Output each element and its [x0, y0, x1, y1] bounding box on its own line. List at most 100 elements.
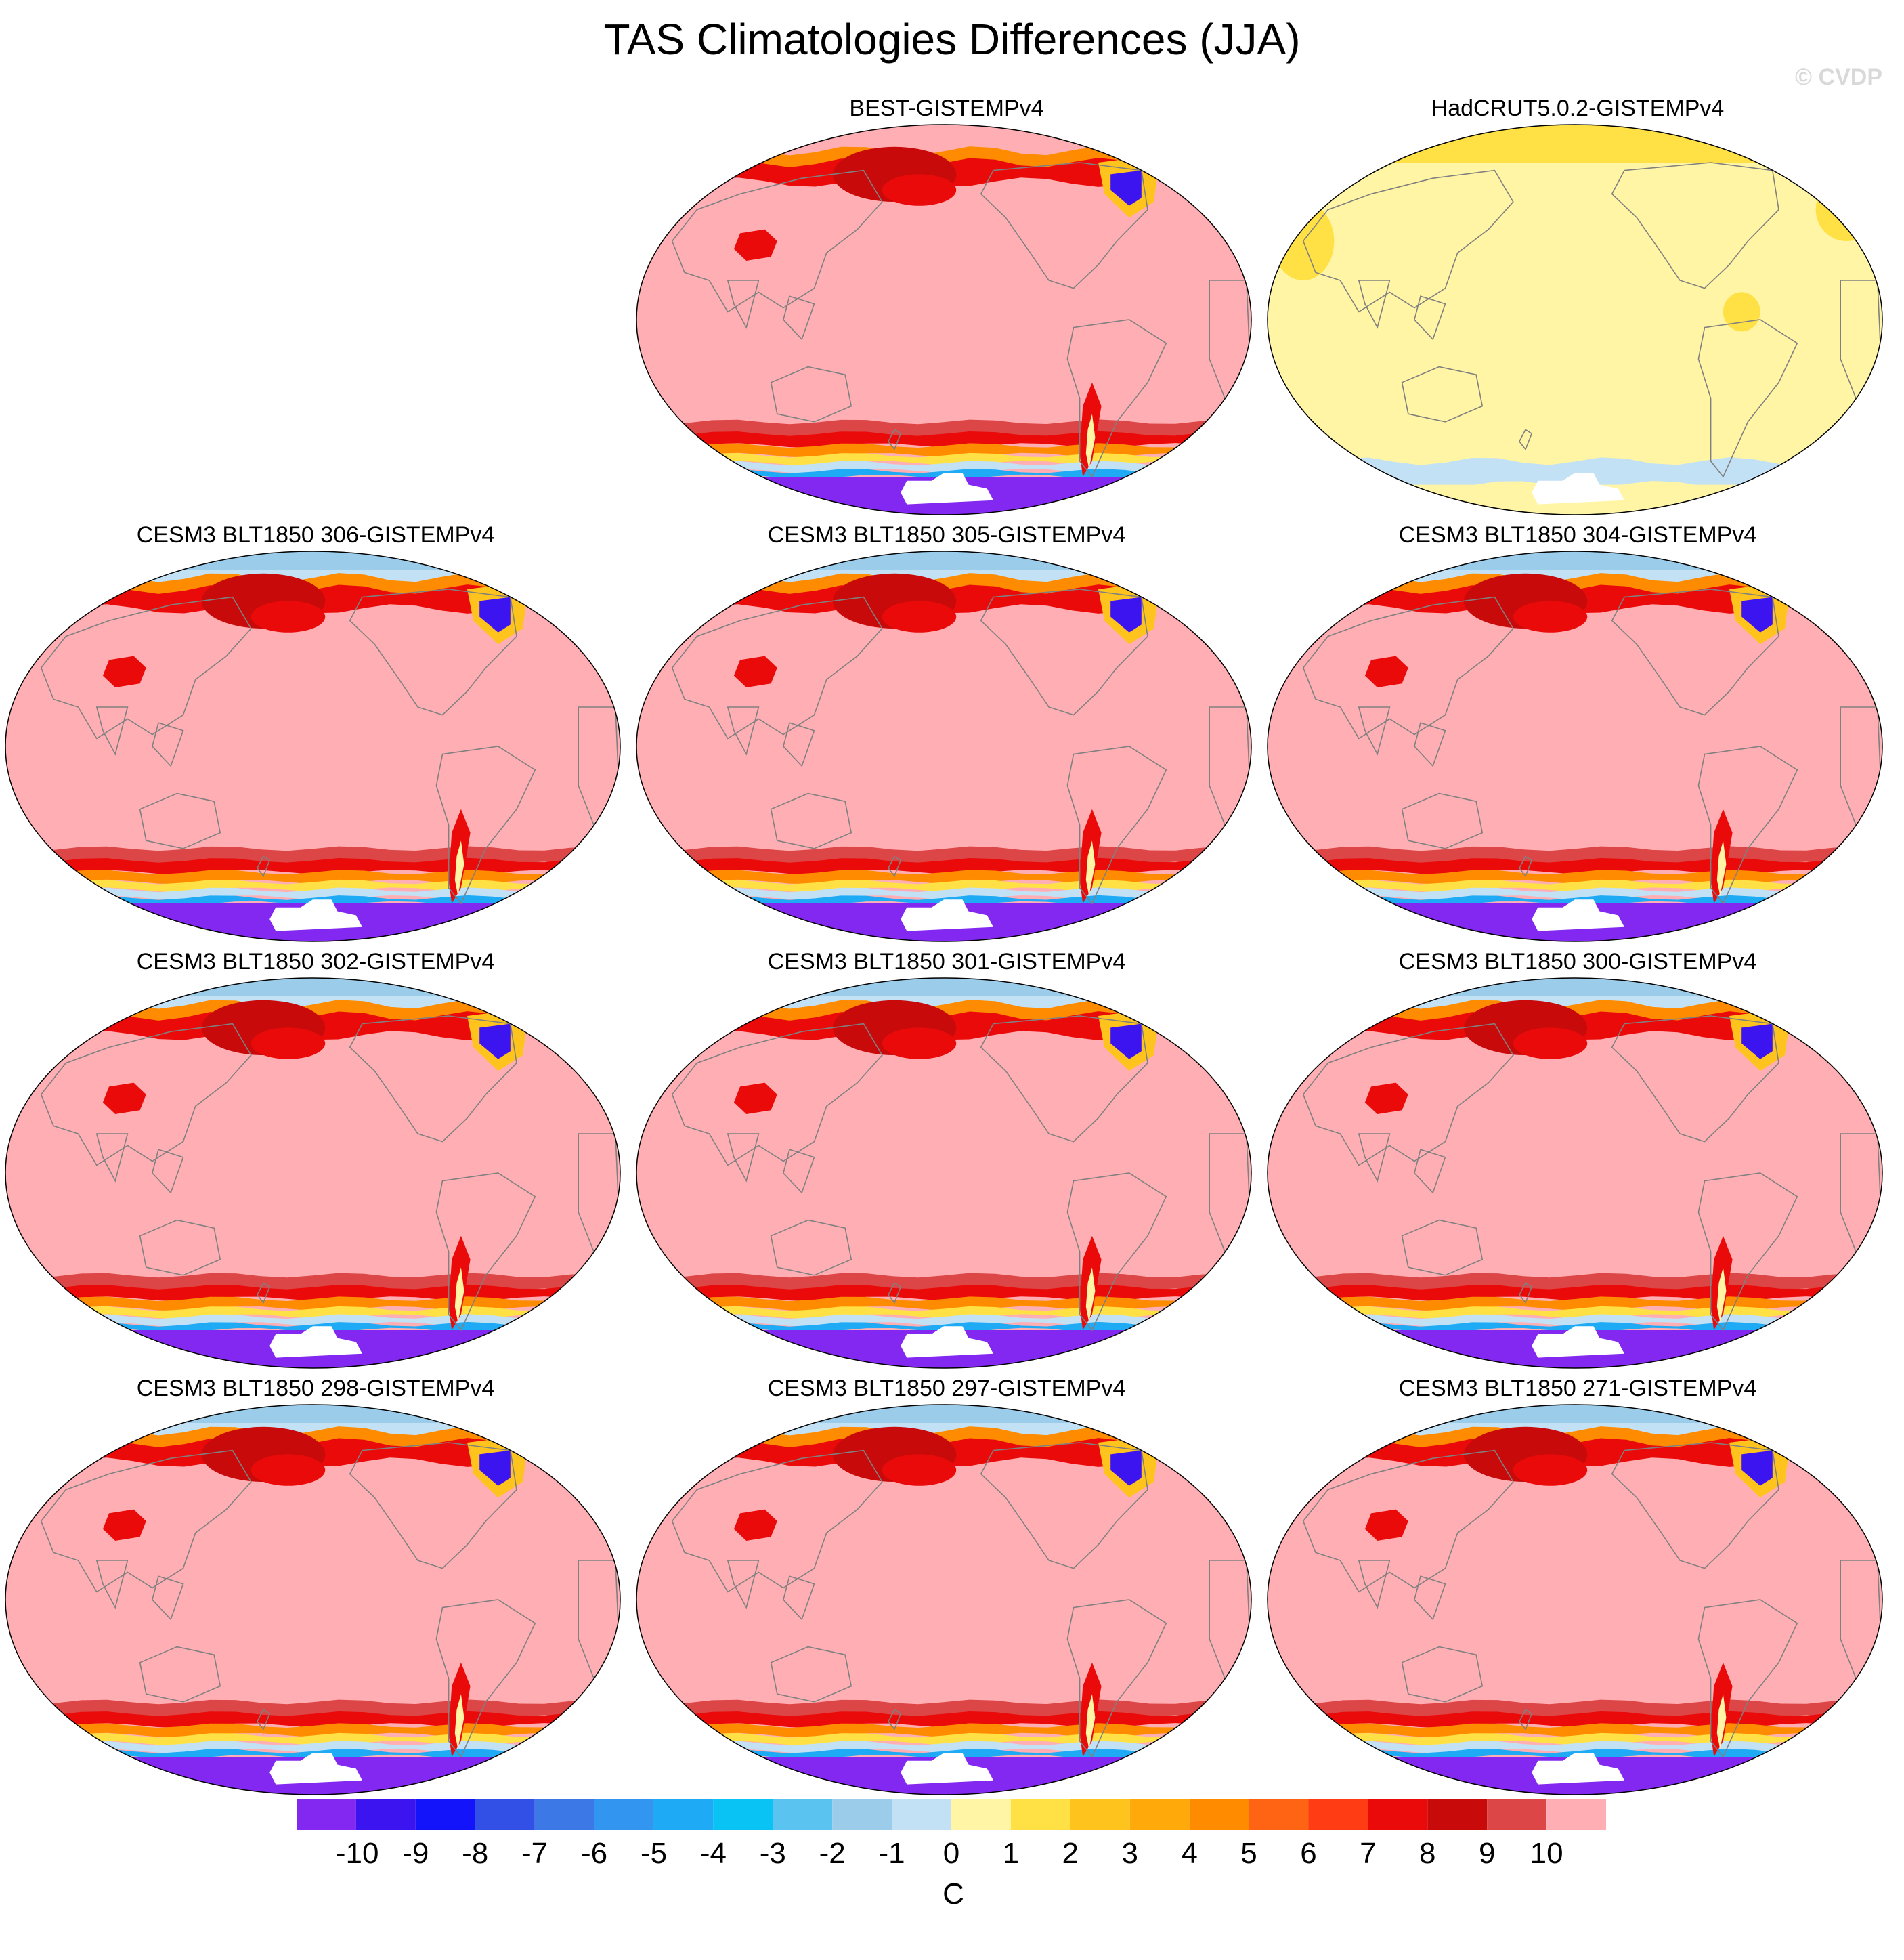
coastline-eurasia: [671, 169, 883, 313]
coastline-samerica: [1066, 1599, 1167, 1758]
andes-core: [454, 1694, 464, 1749]
map-outline: [5, 1404, 621, 1795]
map-panel: HadCRUT5.0.2-GISTEMPv4: [1266, 95, 1889, 515]
andes-core: [1085, 414, 1096, 469]
coastline-namerica: [980, 1015, 1148, 1143]
colorbar-tick-label: -6: [580, 1837, 608, 1870]
colorbar-swatch: [1070, 1799, 1130, 1830]
colorbar-tick-label: -5: [640, 1837, 668, 1870]
coastline-eurasia: [1302, 596, 1514, 740]
map-panel: CESM3 BLT1850 300-GISTEMPv4: [1266, 948, 1889, 1369]
warm-patch: [1723, 292, 1760, 332]
panel-title: CESM3 BLT1850 304-GISTEMPv4: [1398, 522, 1757, 548]
coastline-seasia: [1414, 1575, 1446, 1621]
coastline-namerica: [980, 162, 1148, 289]
map-panel: BEST-GISTEMPv4: [635, 95, 1258, 515]
coastline-seasia: [152, 722, 184, 767]
coastline-australia: [1401, 1646, 1484, 1703]
colorbar-swatch: [773, 1799, 833, 1830]
coastline-namerica: [980, 1442, 1148, 1569]
andes-core: [1085, 1694, 1096, 1749]
andes-core: [1716, 1267, 1727, 1323]
colorbar-swatch: [297, 1799, 356, 1830]
coastline-namerica: [980, 589, 1148, 716]
coastline-india: [95, 1560, 129, 1609]
coastline-eurasia: [1302, 1449, 1514, 1593]
world-map: [636, 124, 1252, 515]
colorbar-swatch: [713, 1799, 773, 1830]
colorbar-swatch: [653, 1799, 714, 1830]
panel-title: CESM3 BLT1850 297-GISTEMPv4: [767, 1376, 1126, 1401]
coastline-nz: [1518, 855, 1533, 877]
colorbar-swatch: [1129, 1799, 1190, 1830]
colorbar-tick-label: 10: [1530, 1837, 1563, 1870]
coastline-seasia: [152, 1149, 184, 1194]
greenland-cold-core: [1741, 597, 1773, 633]
colorbar-tick-label: -2: [819, 1837, 846, 1870]
colorbar-swatch: [892, 1799, 951, 1830]
coastline-australia: [770, 792, 852, 849]
coastline-seasia: [1414, 1149, 1446, 1194]
panel-title: HadCRUT5.0.2-GISTEMPv4: [1431, 95, 1725, 121]
map-outline: [1267, 1404, 1883, 1795]
map-fill-layer: [1268, 1405, 1882, 1795]
andes-core: [1085, 1267, 1096, 1323]
map-fill-layer: [5, 551, 620, 941]
coastline-india: [95, 706, 129, 756]
colorbar-swatch: [1487, 1799, 1547, 1830]
colorbar-tick-label: -8: [462, 1837, 489, 1870]
map-fill-layer: [5, 978, 620, 1368]
world-map: [636, 551, 1252, 942]
andes-core: [1085, 840, 1096, 896]
andes-core: [1716, 1694, 1727, 1749]
colorbar-tick-label: 9: [1478, 1837, 1496, 1870]
coastline-india: [1358, 1560, 1391, 1609]
coastline-samerica: [1066, 1172, 1167, 1331]
siberia-inner-patch: [1513, 1454, 1588, 1486]
world-map: [1267, 124, 1883, 515]
panel-title: CESM3 BLT1850 298-GISTEMPv4: [136, 1376, 495, 1401]
map-panel: CESM3 BLT1850 302-GISTEMPv4: [4, 948, 627, 1369]
coastline-australia: [139, 1646, 221, 1703]
colorbar-swatch: [1368, 1799, 1428, 1830]
siberia-inner-patch: [1513, 601, 1588, 633]
greenland-cold-core: [1110, 597, 1142, 633]
coastline-nz: [1518, 1709, 1533, 1730]
coastline-eurasia: [671, 596, 883, 740]
coastline-samerica: [1697, 319, 1798, 478]
coastline-samerica: [435, 1599, 536, 1758]
coastline-eurasia: [1302, 169, 1514, 313]
coastline-eurasia: [1302, 1023, 1514, 1166]
missing-data-patch: [1532, 899, 1624, 931]
colorbar-tick-label: 7: [1360, 1837, 1377, 1870]
coastline-australia: [770, 366, 852, 423]
world-map: [5, 1404, 621, 1795]
greenland-cold-core: [1110, 170, 1142, 206]
map-outline: [1267, 977, 1883, 1369]
coastline-samerica: [1697, 746, 1798, 905]
coastline-nz: [1518, 429, 1533, 450]
colorbar-tick-label: 5: [1240, 1837, 1257, 1870]
colorbar-swatch: [1249, 1799, 1309, 1830]
map-panel: CESM3 BLT1850 301-GISTEMPv4: [635, 948, 1258, 1369]
colorbar-swatch: [1546, 1799, 1606, 1830]
greenland-cold-core: [1110, 1023, 1142, 1059]
coastline-nz: [256, 855, 271, 877]
coastline-samerica: [1697, 1599, 1798, 1758]
coastline-australia: [1401, 366, 1484, 423]
coastline-eurasia: [671, 1023, 883, 1166]
panel-title: CESM3 BLT1850 300-GISTEMPv4: [1398, 949, 1757, 975]
tibet-warm-patch: [102, 1082, 146, 1114]
coastline-australia: [770, 1646, 852, 1703]
map-outline: [636, 124, 1252, 515]
map-panel: CESM3 BLT1850 271-GISTEMPv4: [1266, 1375, 1889, 1795]
map-fill-layer: [1268, 551, 1882, 941]
map-panel: CESM3 BLT1850 305-GISTEMPv4: [635, 521, 1258, 942]
colorbar-swatch: [534, 1799, 594, 1830]
siberia-inner-patch: [251, 1454, 326, 1486]
panel-title: CESM3 BLT1850 301-GISTEMPv4: [767, 949, 1126, 975]
greenland-cold-core: [479, 1023, 511, 1059]
map-outline: [636, 551, 1252, 942]
map-outline: [636, 1404, 1252, 1795]
